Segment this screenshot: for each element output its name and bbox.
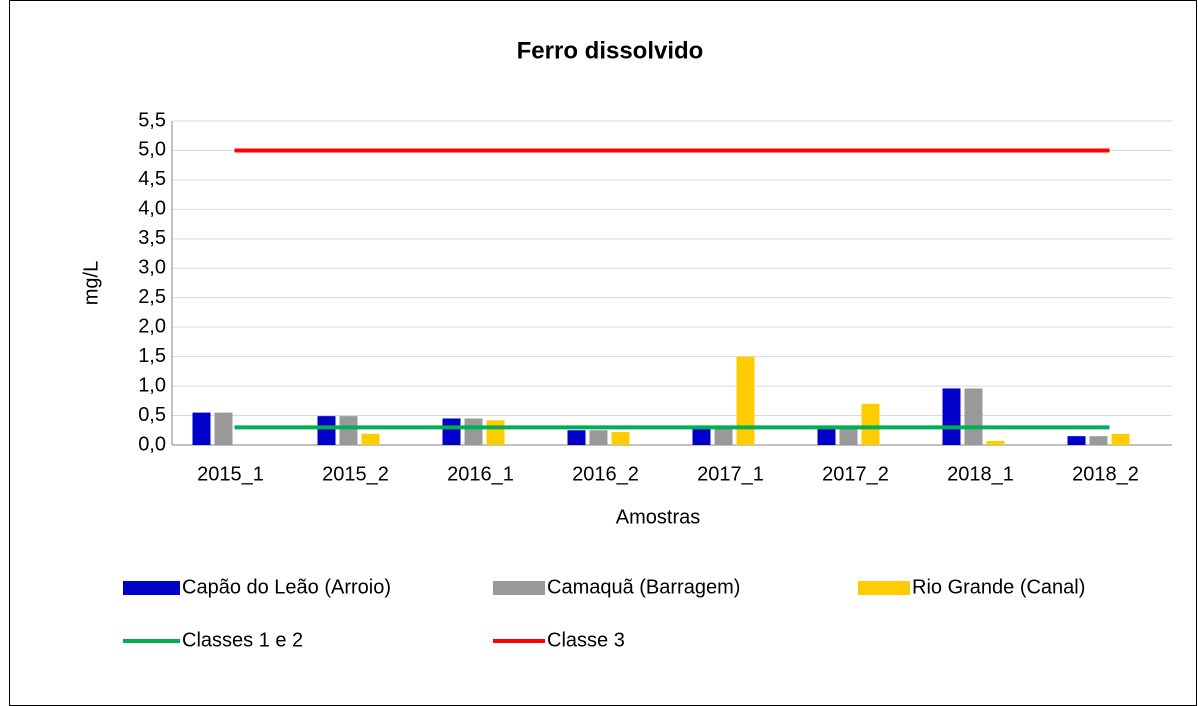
bar bbox=[317, 416, 336, 445]
y-tick-label: 2,5 bbox=[138, 286, 166, 308]
x-tick-label: 2018_2 bbox=[1072, 463, 1139, 485]
legend-swatch bbox=[493, 581, 545, 595]
bar bbox=[339, 416, 358, 445]
bar bbox=[942, 388, 961, 445]
x-tick-label: 2017_2 bbox=[822, 463, 889, 485]
frame bbox=[9, 0, 1197, 706]
bar bbox=[964, 388, 983, 445]
x-tick-label: 2017_1 bbox=[697, 463, 764, 485]
bar bbox=[214, 412, 233, 445]
legend-label: Classe 3 bbox=[547, 629, 625, 651]
x-tick-label: 2016_1 bbox=[447, 463, 514, 485]
bar bbox=[486, 420, 505, 445]
y-tick-label: 3,0 bbox=[138, 257, 166, 279]
legend-label: Camaquã (Barragem) bbox=[547, 576, 740, 598]
y-tick-label: 4,0 bbox=[138, 198, 166, 220]
bar bbox=[1111, 433, 1130, 445]
bar bbox=[1067, 436, 1086, 445]
bar bbox=[611, 432, 630, 445]
y-tick-label: 1,5 bbox=[138, 345, 166, 367]
legend-swatch bbox=[858, 581, 910, 595]
bar bbox=[839, 427, 858, 445]
bar bbox=[736, 356, 755, 445]
y-tick-label: 0,0 bbox=[138, 433, 166, 455]
y-tick-label: 2,0 bbox=[138, 315, 166, 337]
bar bbox=[986, 440, 1005, 445]
bar bbox=[464, 418, 483, 445]
y-tick-label: 0,5 bbox=[138, 404, 166, 426]
y-tick-label: 1,0 bbox=[138, 374, 166, 396]
y-tick-label: 5,5 bbox=[138, 109, 166, 131]
y-tick-label: 4,5 bbox=[138, 168, 166, 190]
x-tick-label: 2018_1 bbox=[947, 463, 1014, 485]
bar bbox=[1089, 436, 1108, 445]
bar bbox=[861, 403, 880, 445]
bar bbox=[567, 430, 586, 445]
y-axis-label: mg/L bbox=[80, 261, 102, 305]
legend-swatch bbox=[123, 581, 180, 595]
legend-label: Capão do Leão (Arroio) bbox=[182, 576, 391, 598]
legend-label: Classes 1 e 2 bbox=[182, 629, 303, 651]
x-tick-label: 2015_2 bbox=[322, 463, 389, 485]
x-tick-label: 2016_2 bbox=[572, 463, 639, 485]
x-axis-label: Amostras bbox=[616, 506, 700, 528]
bar bbox=[361, 433, 380, 445]
y-tick-label: 3,5 bbox=[138, 227, 166, 249]
bar bbox=[817, 427, 836, 445]
bar bbox=[692, 427, 711, 445]
legend-label: Rio Grande (Canal) bbox=[912, 576, 1085, 598]
y-tick-label: 5,0 bbox=[138, 139, 166, 161]
bar bbox=[589, 430, 608, 445]
bar bbox=[714, 427, 733, 445]
x-tick-label: 2015_1 bbox=[197, 463, 264, 485]
bar bbox=[192, 412, 211, 445]
bar bbox=[442, 418, 461, 445]
chart-title: Ferro dissolvido bbox=[517, 37, 704, 64]
